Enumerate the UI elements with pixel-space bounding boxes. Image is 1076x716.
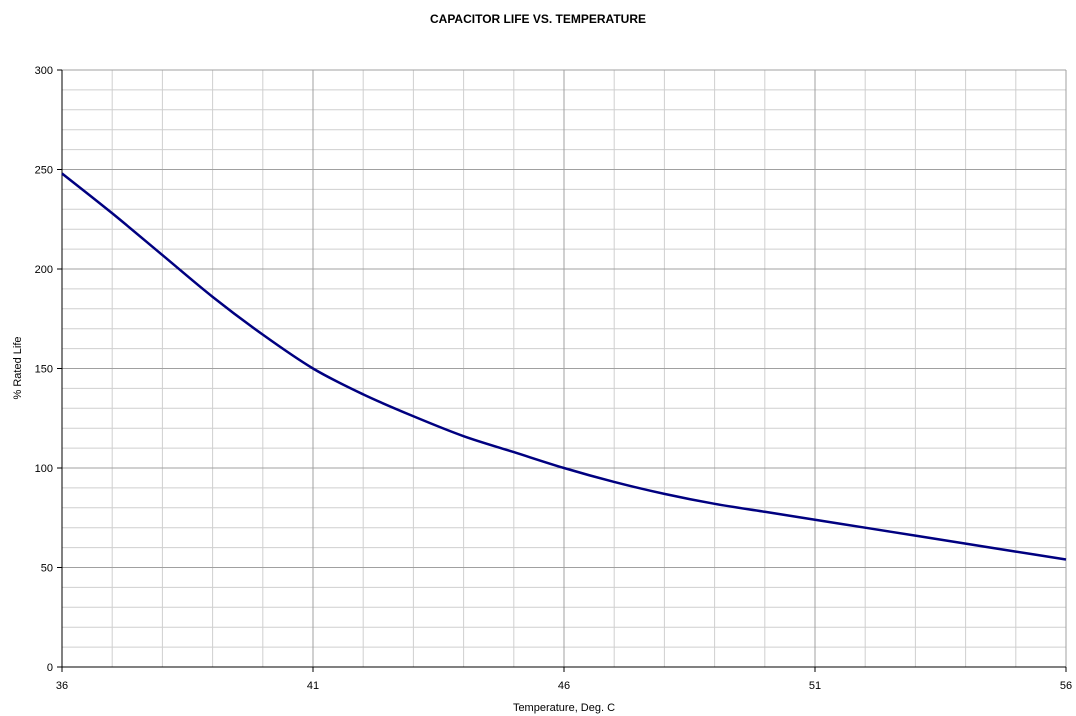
- x-tick-label: 36: [56, 680, 68, 692]
- y-tick-label: 250: [35, 165, 53, 177]
- tick-labels: 36 41 46 51 56 0 50 100 150 200 250 300: [35, 65, 1072, 692]
- series-group: [61, 172, 1067, 561]
- y-tick-label: 0: [47, 662, 53, 674]
- x-axis-label: Temperature, Deg. C: [513, 702, 615, 714]
- y-tick-label: 100: [35, 463, 53, 475]
- x-tick-label: 46: [558, 680, 570, 692]
- y-tick-label: 150: [35, 364, 53, 376]
- y-axis-label: % Rated Life: [12, 337, 24, 400]
- x-tick-label: 56: [1060, 680, 1072, 692]
- x-tick-label: 51: [809, 680, 821, 692]
- chart-title: CAPACITOR LIFE VS. TEMPERATURE: [430, 12, 646, 26]
- y-tick-label: 300: [35, 65, 53, 77]
- y-tick-label: 50: [41, 563, 53, 575]
- series-line: [61, 172, 1067, 561]
- x-tick-label: 41: [307, 680, 319, 692]
- y-tick-label: 200: [35, 264, 53, 276]
- axes: [57, 69, 1067, 672]
- grid: [61, 69, 1067, 668]
